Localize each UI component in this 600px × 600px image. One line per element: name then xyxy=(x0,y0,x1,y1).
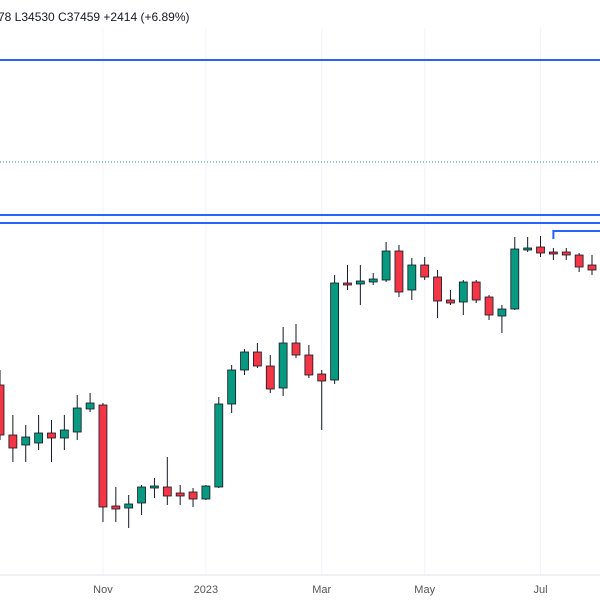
candle-body xyxy=(317,373,327,382)
candle-body xyxy=(150,485,159,489)
candle-body xyxy=(214,403,224,488)
x-tick-label: Nov xyxy=(93,584,113,596)
candle-body xyxy=(265,365,275,390)
candle-body xyxy=(394,250,404,293)
candle-body xyxy=(8,434,18,449)
candle-body xyxy=(291,342,301,356)
candle-body xyxy=(458,281,468,303)
candle-body xyxy=(420,264,430,278)
candle-body xyxy=(47,432,56,439)
candle-body xyxy=(137,486,146,504)
candle-body xyxy=(368,278,378,283)
x-tick-label: 2023 xyxy=(194,584,218,596)
candle-body xyxy=(510,248,520,310)
short-level-line xyxy=(552,230,600,239)
candle-body xyxy=(536,246,545,254)
candle-body xyxy=(330,282,339,381)
candle-body xyxy=(484,296,494,316)
candle-body xyxy=(188,491,198,500)
candle-body xyxy=(227,369,237,405)
candle-body xyxy=(162,486,172,497)
candle-body xyxy=(574,254,584,268)
candle-body xyxy=(304,354,314,376)
candle-body xyxy=(343,282,352,286)
candle-body xyxy=(407,264,417,291)
candle-body xyxy=(523,247,533,251)
candle-body xyxy=(549,251,558,255)
candle-body xyxy=(355,280,365,285)
candle-body xyxy=(497,308,507,317)
candle-body xyxy=(124,503,134,509)
candle-body xyxy=(433,276,442,302)
candle-body xyxy=(98,404,108,508)
candle-body xyxy=(21,436,31,446)
legend-text: 78 L34530 C37459 +2414 (+6.89%) xyxy=(0,10,190,24)
candle-body xyxy=(253,351,262,367)
x-tick-label: Jul xyxy=(533,584,547,596)
candle-body xyxy=(587,264,597,271)
candle-body xyxy=(0,384,5,436)
candle-body xyxy=(278,342,288,389)
candle-body xyxy=(111,505,121,510)
candle-body xyxy=(561,251,571,256)
x-tick-label: Mar xyxy=(312,584,331,596)
candle-body xyxy=(240,351,249,371)
candle-body xyxy=(85,402,95,410)
candle-body xyxy=(446,299,455,304)
x-tick-label: May xyxy=(414,584,435,596)
candle-body xyxy=(59,429,69,439)
candle-body xyxy=(471,281,481,301)
candle-body xyxy=(175,492,185,497)
candle-body xyxy=(34,432,43,444)
candle-body xyxy=(381,250,391,281)
candle-body xyxy=(72,407,82,433)
candle-body xyxy=(201,485,211,500)
